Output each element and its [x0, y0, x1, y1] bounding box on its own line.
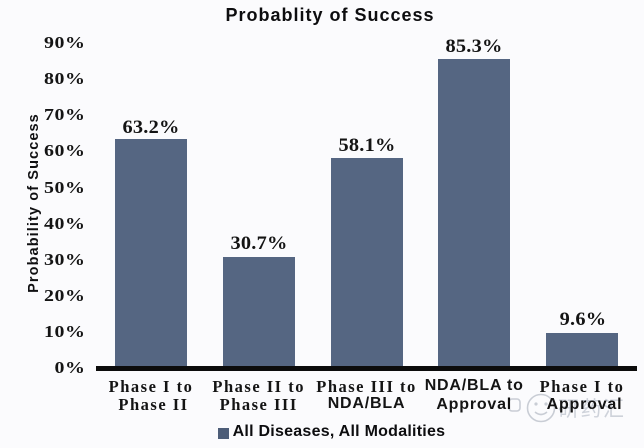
svg-text:研药汇: 研药汇 [558, 398, 626, 421]
